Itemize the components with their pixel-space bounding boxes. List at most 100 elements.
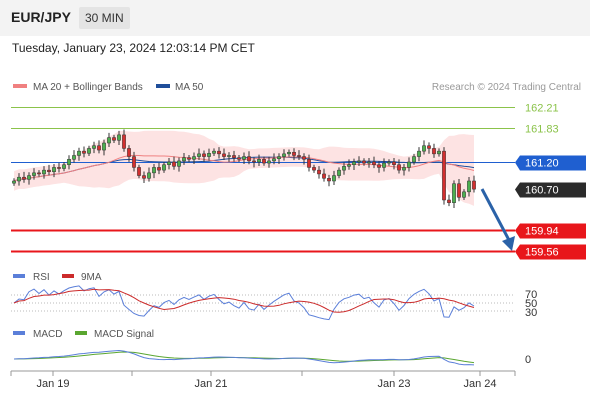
- candle-body: [182, 157, 186, 162]
- candle-body: [307, 159, 311, 168]
- candle-body: [202, 153, 206, 157]
- copyright-text: Research © 2024 Trading Central: [432, 82, 581, 93]
- candle-body: [162, 164, 166, 171]
- candle-body: [12, 180, 16, 184]
- level-labels: 162.21 161.83 161.20 160.70 159.94 159.56: [515, 103, 586, 260]
- level-label-box-159-94: [515, 223, 586, 239]
- candle-body: [447, 199, 451, 203]
- rsi-legend-swatch: [13, 274, 25, 278]
- candle-body: [77, 150, 81, 156]
- timeframe-button[interactable]: 30 MIN: [79, 7, 130, 29]
- x-tick-jan23: Jan 23: [377, 378, 410, 390]
- rsi-legend: RSI: [33, 272, 50, 283]
- level-label-160-70: 160.70: [525, 185, 559, 197]
- rsi-lines: [13, 285, 475, 321]
- rsi-line: [13, 285, 475, 321]
- candle-body: [427, 145, 431, 149]
- candle-body: [42, 169, 46, 175]
- candle-body: [157, 167, 161, 171]
- candle-body: [102, 142, 106, 151]
- candle-body: [82, 150, 86, 154]
- chart-datetime: Tuesday, January 23, 2024 12:03:14 PM CE…: [12, 41, 255, 55]
- candle-body: [117, 134, 121, 141]
- level-label-159-56: 159.56: [525, 247, 559, 259]
- candle-body: [397, 164, 401, 171]
- macd-line: [13, 349, 475, 366]
- candle-body: [127, 148, 131, 157]
- candle-body: [437, 150, 441, 155]
- candle-body: [47, 169, 51, 173]
- macd-signal-legend-swatch: [75, 331, 87, 335]
- candle-body: [172, 161, 176, 167]
- candle-body: [132, 156, 136, 168]
- candle-body: [142, 175, 146, 179]
- candle-body: [222, 153, 226, 157]
- ma20-legend: MA 20 + Bollinger Bands: [33, 82, 143, 93]
- instrument-title: EUR/JPY: [11, 9, 71, 25]
- candle-body: [357, 160, 361, 163]
- candle-body: [252, 160, 256, 163]
- candle-body: [52, 167, 56, 173]
- candlesticks: [12, 129, 476, 209]
- candle-body: [247, 156, 251, 162]
- candle-body: [402, 167, 406, 171]
- macd-legend-swatch: [13, 331, 25, 335]
- candle-body: [27, 175, 31, 180]
- ma20-legend-swatch: [13, 84, 27, 88]
- candle-body: [282, 153, 286, 157]
- candle-body: [392, 161, 396, 165]
- candle-body: [342, 166, 346, 171]
- candle-body: [442, 150, 446, 201]
- ma50-legend: MA 50: [175, 82, 204, 93]
- candle-body: [332, 175, 336, 182]
- candle-body: [457, 183, 461, 198]
- candle-body: [467, 180, 471, 193]
- candle-body: [297, 155, 301, 157]
- candle-body: [277, 156, 281, 159]
- forecast-arrow-shaft: [480, 188, 512, 243]
- level-label-box-161-20: [515, 155, 586, 171]
- candle-body: [347, 164, 351, 167]
- candle-body: [272, 158, 276, 162]
- candle-body: [287, 151, 291, 155]
- x-tick-jan21: Jan 21: [194, 378, 227, 390]
- macd-signal-legend: MACD Signal: [94, 329, 154, 340]
- rsi-ma-line: [13, 288, 475, 313]
- candle-body: [327, 178, 331, 182]
- candle-body: [22, 176, 26, 180]
- level-label-161-20: 161.20: [525, 158, 559, 170]
- candle-body: [372, 161, 376, 165]
- candle-body: [407, 161, 411, 168]
- rsi-ma-legend: 9MA: [81, 272, 102, 283]
- candle-body: [137, 167, 141, 176]
- candle-body: [322, 173, 326, 179]
- rsi-tick-30: 30: [525, 307, 537, 319]
- candle-body: [57, 167, 61, 169]
- macd-legend: MACD: [33, 329, 62, 340]
- candle-body: [177, 160, 181, 167]
- level-label-161-83: 161.83: [525, 124, 559, 136]
- level-label-box-159-56: [515, 244, 586, 260]
- candle-body: [242, 156, 246, 160]
- candle-body: [267, 160, 271, 164]
- candle-body: [337, 169, 341, 176]
- candle-body: [207, 153, 211, 157]
- candle-body: [232, 155, 236, 158]
- candle-body: [362, 160, 366, 164]
- candle-body: [97, 145, 101, 151]
- candle-body: [472, 180, 476, 190]
- candle-body: [107, 137, 111, 144]
- candle-body: [432, 148, 436, 155]
- candle-body: [262, 159, 266, 164]
- candle-body: [227, 155, 231, 157]
- macd-tick-0: 0: [525, 354, 531, 366]
- candle-body: [72, 155, 76, 160]
- candle-body: [212, 150, 216, 154]
- candle-body: [312, 167, 316, 171]
- candle-body: [237, 157, 241, 160]
- candle-body: [67, 159, 71, 165]
- candle-body: [32, 172, 36, 176]
- candle-body: [317, 169, 321, 175]
- x-axis-ticks: [10, 371, 516, 376]
